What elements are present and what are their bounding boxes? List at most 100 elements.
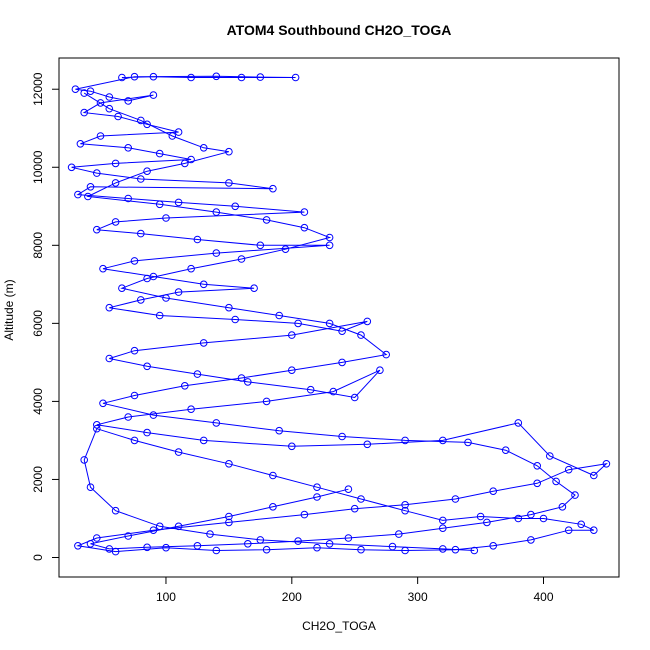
data-point (124, 97, 132, 105)
data-point (288, 366, 296, 375)
data-point (256, 241, 265, 250)
data-point (124, 413, 132, 421)
x-axis-label: CH2O_TOGA (302, 619, 376, 633)
data-point (514, 514, 523, 523)
y-tick-label: 12000 (31, 72, 45, 106)
data-point (84, 192, 92, 201)
data-point (533, 479, 542, 488)
data-point (212, 249, 221, 257)
x-tick-label: 200 (282, 590, 302, 604)
data-point (114, 112, 122, 121)
data-point (174, 128, 183, 136)
data-point (162, 294, 170, 302)
plot-area: 100 200 300 400 0 2000 4000 6000 8000 10000 12000 (31, 57, 620, 604)
data-point (256, 73, 265, 81)
data-point (212, 72, 221, 81)
data-point (86, 183, 95, 191)
series-layer (67, 72, 611, 556)
data-point (262, 397, 271, 406)
data-point (118, 73, 126, 82)
data-point (244, 540, 252, 548)
data-point (199, 436, 208, 445)
data-point (174, 448, 183, 456)
data-point (602, 460, 611, 468)
data-point (143, 120, 151, 129)
data-point (111, 506, 120, 515)
data-point (93, 534, 101, 542)
data-point (439, 524, 447, 533)
y-tick-label: 6000 (31, 310, 45, 337)
data-point (231, 202, 239, 211)
data-point (533, 462, 542, 470)
data-point (350, 504, 359, 513)
data-point (105, 303, 114, 312)
data-point (401, 436, 409, 445)
data-point (71, 85, 80, 93)
data-point (313, 493, 321, 501)
data-point (149, 72, 158, 81)
data-point (244, 378, 252, 386)
data-point (231, 315, 239, 324)
data-point (262, 545, 271, 554)
data-point (143, 543, 151, 552)
data-point (193, 235, 202, 244)
x-tick-label: 300 (408, 590, 428, 604)
y-axis-label: Altitude (m) (2, 279, 16, 340)
data-point (476, 512, 485, 521)
data-point (111, 179, 120, 187)
data-point (174, 198, 183, 207)
x-tick-label: 100 (156, 590, 176, 604)
data-point (564, 526, 573, 535)
data-point (111, 159, 120, 168)
data-point (225, 147, 233, 156)
data-point (275, 426, 284, 435)
data-point (376, 366, 384, 375)
data-point (155, 311, 164, 320)
data-point (93, 424, 101, 433)
data-point (288, 442, 296, 451)
data-point (590, 526, 598, 535)
data-point (187, 264, 195, 273)
data-point (401, 546, 409, 555)
data-point (124, 144, 132, 152)
series-line (83, 92, 576, 550)
data-point (237, 255, 246, 263)
data-point (193, 542, 202, 550)
data-point (300, 223, 309, 232)
data-point (363, 440, 372, 449)
data-point (174, 288, 183, 296)
data-point (363, 317, 372, 326)
data-point (143, 428, 151, 437)
series-1 (67, 72, 611, 556)
data-point (76, 140, 85, 148)
data-point (206, 530, 214, 538)
data-point (291, 73, 300, 82)
data-point (300, 208, 309, 216)
data-point (546, 452, 554, 460)
data-point (80, 456, 88, 464)
data-point (187, 73, 195, 82)
data-point (93, 169, 101, 177)
data-point (483, 518, 491, 527)
data-point (105, 104, 114, 113)
data-point (199, 280, 208, 289)
data-point (325, 241, 334, 250)
data-point (357, 495, 365, 503)
data-point (86, 483, 95, 492)
data-point (155, 200, 164, 209)
data-point (199, 144, 208, 152)
data-point (571, 491, 579, 499)
data-point (124, 532, 132, 540)
data-point (187, 155, 195, 164)
data-point (168, 132, 177, 140)
data-point (338, 432, 346, 441)
data-point (489, 487, 498, 496)
data-point (344, 534, 353, 542)
data-point (325, 233, 334, 242)
data-point (382, 350, 391, 359)
data-point (80, 108, 88, 117)
data-point (199, 339, 208, 347)
data-point (281, 245, 290, 253)
